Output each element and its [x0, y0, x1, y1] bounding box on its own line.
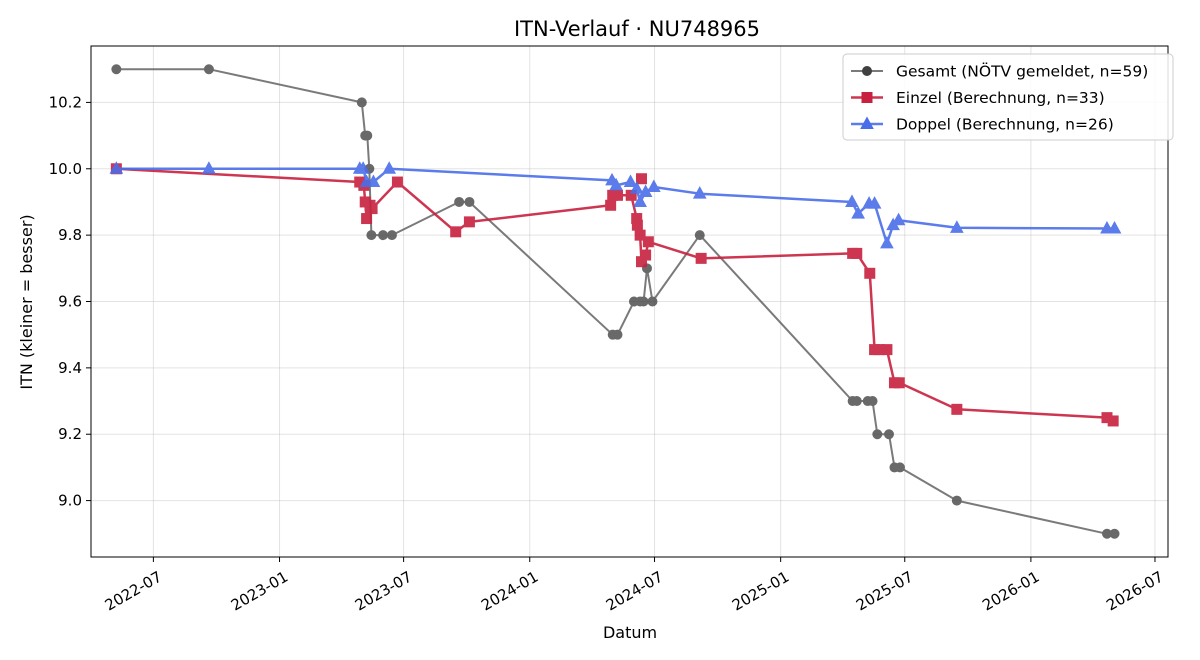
x-tick-label: 2024-01: [478, 568, 541, 615]
data-point: [111, 64, 122, 75]
data-point: [951, 403, 963, 415]
data-point: [623, 174, 638, 188]
data-point: [695, 252, 707, 264]
x-tick-label: 2022-07: [102, 568, 165, 615]
data-point: [634, 229, 646, 241]
legend-marker: [860, 116, 874, 129]
y-tick-label: 9.6: [58, 293, 82, 311]
data-point: [356, 161, 371, 174]
legend-marker: [861, 92, 873, 103]
data-point: [867, 396, 878, 407]
data-point: [361, 213, 373, 225]
data-point: [891, 212, 906, 226]
data-point: [1109, 528, 1120, 539]
legend-item: Gesamt (NÖTV gemeldet, n=59): [851, 62, 1148, 81]
y-tick-label: 10.0: [49, 160, 82, 178]
data-point: [631, 219, 643, 231]
data-point: [867, 196, 882, 209]
legend-label: Einzel (Berechnung, n=33): [896, 89, 1105, 107]
data-point: [386, 230, 397, 241]
legend-item: Einzel (Berechnung, n=33): [851, 89, 1105, 107]
data-point: [950, 220, 964, 233]
x-axis-label: Datum: [603, 623, 657, 642]
data-point: [1107, 415, 1119, 427]
y-tick-label: 9.0: [58, 492, 82, 510]
x-tick-label: 2023-01: [228, 568, 291, 615]
x-axis: 2022-07 2023-01 2023-07 2024-01 2024-07 2025-…: [102, 557, 1167, 615]
y-tick-label: 9.4: [58, 359, 82, 377]
data-point: [694, 230, 705, 241]
data-point: [633, 194, 647, 207]
x-tick-label: 2024-07: [603, 568, 666, 615]
y-tick-label: 10.2: [49, 93, 82, 111]
legend-label: Doppel (Berechnung, n=26): [896, 116, 1114, 134]
data-point: [864, 267, 876, 279]
data-point: [382, 161, 397, 174]
data-point: [880, 235, 894, 249]
data-point: [646, 179, 661, 193]
data-point: [356, 97, 367, 108]
y-tick-label: 9.2: [58, 425, 82, 443]
data-point: [883, 429, 894, 440]
data-point: [640, 249, 652, 261]
data-point: [893, 377, 905, 389]
data-point: [109, 161, 124, 174]
data-point: [894, 462, 905, 473]
series-triangle: [109, 161, 1122, 249]
data-point: [625, 189, 637, 201]
x-tick-label: 2025-07: [853, 568, 916, 615]
data-point: [851, 206, 865, 219]
data-point: [463, 216, 475, 228]
data-point: [391, 176, 403, 188]
data-point: [378, 230, 389, 241]
data-point: [872, 429, 883, 440]
legend: Gesamt (NÖTV gemeldet, n=59) Einzel (Bere…: [842, 53, 1174, 141]
series-layer: [109, 64, 1122, 539]
data-point: [464, 196, 475, 207]
data-point: [1107, 220, 1122, 234]
legend-box: [842, 53, 1174, 141]
data-point: [647, 296, 658, 307]
data-point: [202, 161, 216, 174]
x-tick-label: 2023-07: [352, 568, 415, 615]
data-point: [635, 173, 647, 185]
chart-title: ITN-Verlauf · NU748965: [514, 17, 760, 41]
y-axis-label: ITN (kleiner = besser): [17, 214, 36, 389]
data-point: [851, 396, 862, 407]
data-point: [638, 296, 649, 307]
data-point: [366, 230, 377, 241]
data-point: [612, 329, 623, 340]
x-tick-label: 2025-01: [729, 568, 792, 615]
x-tick-label: 2026-01: [979, 568, 1042, 615]
series-circle: [111, 64, 1120, 539]
data-point: [951, 495, 962, 506]
data-point: [203, 64, 214, 75]
legend-item: Doppel (Berechnung, n=26): [851, 116, 1114, 134]
data-point: [851, 247, 863, 259]
data-point: [642, 236, 654, 248]
data-point: [454, 196, 465, 207]
data-point: [366, 174, 381, 188]
data-point: [629, 181, 644, 194]
data-point: [450, 226, 462, 238]
data-point: [845, 194, 859, 207]
series-square: [110, 163, 1119, 427]
data-point: [609, 177, 623, 191]
data-point: [612, 189, 624, 201]
y-tick-label: 9.8: [58, 226, 82, 244]
x-tick-label: 2026-07: [1103, 568, 1166, 615]
legend-marker: [862, 66, 872, 76]
data-point: [362, 130, 373, 141]
data-point: [605, 199, 617, 211]
data-point: [692, 186, 707, 199]
data-point: [881, 344, 893, 356]
y-axis: 9.0 9.2 9.4 9.6 9.8 10.0 10.2: [49, 93, 91, 510]
legend-label: Gesamt (NÖTV gemeldet, n=59): [896, 62, 1148, 81]
data-point: [366, 203, 378, 215]
